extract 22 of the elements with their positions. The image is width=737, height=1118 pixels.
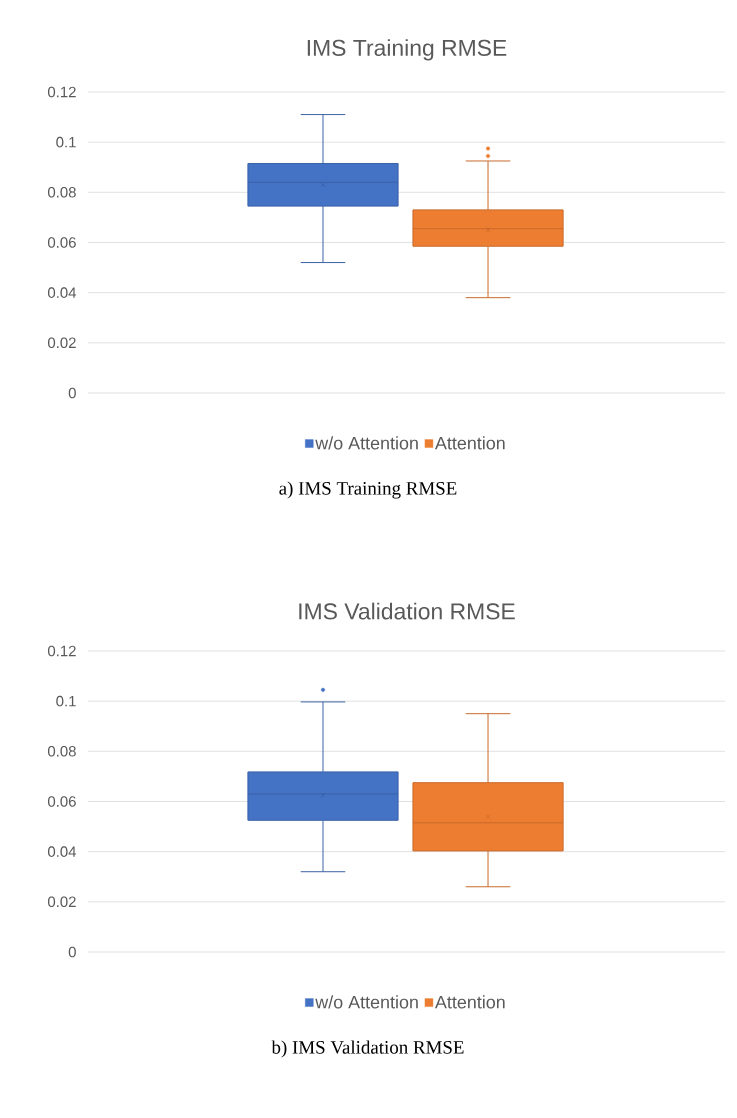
legend-label: Attention	[434, 436, 505, 450]
y-tick-label: 0.1	[56, 695, 76, 707]
y-tick-label: 0.06	[47, 237, 76, 248]
legend-label: w/o Attention	[315, 436, 418, 450]
chart-title: IMS Validation RMSE	[299, 602, 515, 620]
chart-title: IMS Training RMSE	[307, 39, 507, 61]
y-tick-label: 0.08	[47, 187, 76, 198]
y-tick-label: 0.04	[47, 287, 77, 298]
y-tick-label: 0.04	[47, 846, 77, 857]
text: a) IMS Training RMSE	[279, 481, 457, 499]
legend-label: Attention	[434, 995, 505, 1009]
y-tick-label: 0	[68, 946, 76, 958]
y-tick-label: 0.02	[47, 896, 76, 908]
y-tick-label: 0.02	[47, 337, 76, 349]
text: b) IMS Validation RMSE	[271, 1040, 464, 1058]
y-tick-label: 0.12	[47, 86, 76, 98]
y-tick-label: 0.1	[56, 136, 76, 148]
y-tick-label: 0.06	[47, 796, 76, 807]
y-tick-label: 0	[68, 387, 76, 399]
legend-label: w/o Attention	[315, 995, 418, 1009]
y-tick-label: 0.12	[47, 645, 76, 657]
y-tick-label: 0.08	[47, 746, 76, 757]
